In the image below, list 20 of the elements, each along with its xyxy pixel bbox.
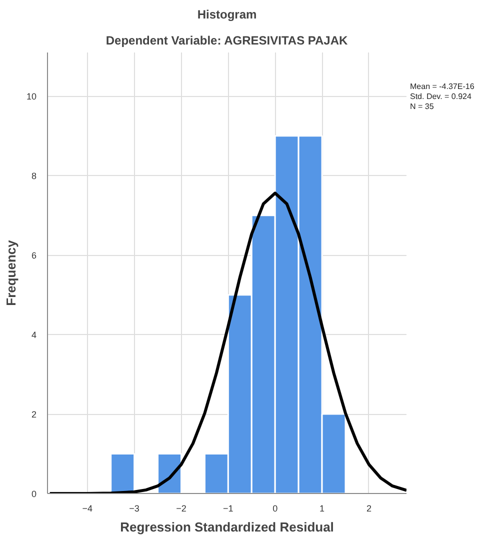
text: Std. Dev. = 0.924 bbox=[410, 92, 472, 101]
x-tick-label: −2 bbox=[176, 504, 186, 514]
x-tick-label: −4 bbox=[82, 504, 93, 514]
chart-subtitle: Dependent Variable: AGRESIVITAS PAJAK bbox=[106, 34, 348, 48]
y-tick-label: 10 bbox=[26, 92, 37, 102]
chart-title: Histogram bbox=[197, 8, 257, 22]
x-tick-label: 2 bbox=[366, 504, 372, 514]
y-tick-label: 2 bbox=[31, 410, 37, 420]
y-axis-title: Frequency bbox=[3, 239, 18, 306]
text: N = 35 bbox=[410, 102, 434, 111]
y-tick-label: 0 bbox=[31, 489, 37, 499]
y-tick-label: 6 bbox=[31, 250, 37, 261]
y-tick-label: 4 bbox=[31, 330, 37, 340]
x-axis-title: Regression Standardized Residual bbox=[120, 520, 334, 534]
x-tick-label: 1 bbox=[320, 504, 325, 514]
x-tick-label: −3 bbox=[129, 504, 140, 514]
text: Mean = -4.37E-16 bbox=[410, 82, 474, 91]
x-tick-label: −1 bbox=[223, 504, 234, 514]
y-tick-label: 8 bbox=[31, 171, 37, 182]
x-tick-label: 0 bbox=[272, 504, 278, 514]
